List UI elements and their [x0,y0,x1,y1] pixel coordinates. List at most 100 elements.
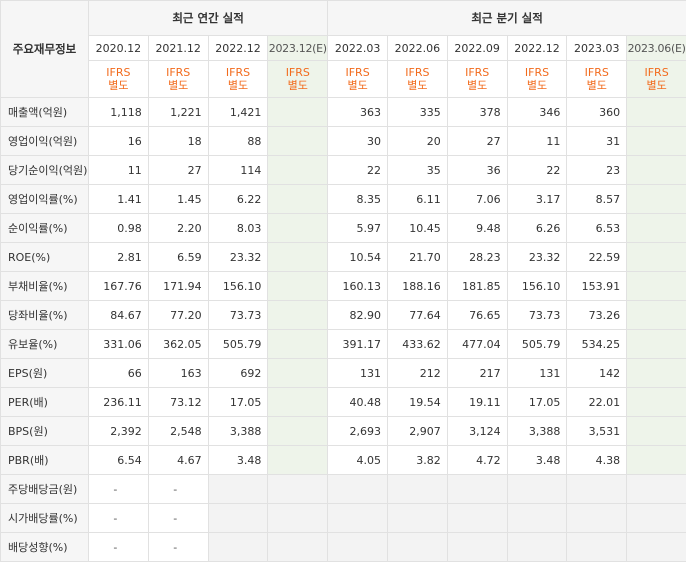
value-cell: 212 [386,358,448,388]
value-cell: 1,221 [147,97,209,127]
value-cell [267,300,329,330]
value-cell: 188.16 [386,271,448,301]
value-cell [267,126,329,156]
standard-label: IFRS [225,66,251,79]
value-cell [626,358,686,388]
accounting-standard-cell: IFRS 별도 [147,60,209,98]
value-cell: 1,118 [88,97,149,127]
row-label: 영업이익률(%) [0,184,89,214]
value-cell: 171.94 [147,271,209,301]
value-cell [626,532,686,562]
table-row: 주당배당금(원) - - [0,474,686,504]
row-label: 순이익률(%) [0,213,89,243]
standard-basis-label: 별도 [168,79,189,92]
value-cell: 8.35 [327,184,388,214]
value-cell: 362.05 [147,329,209,359]
value-cell [446,503,508,533]
value-cell: 534.25 [566,329,628,359]
table-row: 유보율(%) 331.06 362.05 505.79 391.17 433.62 477.… [0,329,686,359]
period-header: 2022.12 [207,35,269,61]
value-cell [267,358,329,388]
value-cell: 6.22 [207,184,269,214]
value-cell: 3,531 [566,416,628,446]
value-cell [267,445,329,475]
value-cell: 11 [88,155,149,185]
value-cell: 2,548 [147,416,209,446]
accounting-standard-cell: IFRS 별도 [446,60,508,98]
value-cell [327,532,388,562]
value-cell [267,503,329,533]
value-cell: 22.01 [566,387,628,417]
row-label: 배당성향(%) [0,532,89,562]
value-cell: 3.48 [207,445,269,475]
value-cell: 181.85 [446,271,508,301]
value-cell: 692 [207,358,269,388]
table-row: 당기순이익(억원) 11 27 114 22 35 36 22 23 [0,155,686,185]
table-row: ROE(%) 2.81 6.59 23.32 10.54 21.70 28.23 23.32 2… [0,242,686,272]
period-header: 2022.03 [327,35,388,61]
table-row: PBR(배) 6.54 4.67 3.48 4.05 3.82 4.72 3.48 4.38 [0,445,686,475]
value-cell: 1,421 [207,97,269,127]
standard-basis-label: 별도 [467,79,488,92]
value-cell [626,97,686,127]
value-cell: 40.48 [327,387,388,417]
value-cell: 1.45 [147,184,209,214]
value-cell [626,474,686,504]
accounting-standard-cell: IFRS 별도 [267,60,329,98]
value-cell: 7.06 [446,184,508,214]
value-cell [626,155,686,185]
financial-rows: 매출액(억원) 1,118 1,221 1,421 363 335 378 346 360 영업이… [0,97,686,562]
accounting-standard-cell: IFRS 별도 [207,60,269,98]
value-cell [267,474,329,504]
table-row: 매출액(억원) 1,118 1,221 1,421 363 335 378 346 360 [0,97,686,127]
standard-basis-label: 별도 [108,79,129,92]
table-row: 부채비율(%) 167.76 171.94 156.10 160.13 188.16 181… [0,271,686,301]
value-cell [566,503,628,533]
value-cell: 19.11 [446,387,508,417]
value-cell: 22 [506,155,568,185]
value-cell [626,126,686,156]
period-header: 2022.06 [386,35,448,61]
standard-label: IFRS [644,66,669,79]
row-label: 유보율(%) [0,329,89,359]
value-cell [386,503,448,533]
value-cell: 6.59 [147,242,209,272]
value-cell [267,213,329,243]
value-cell: 22.59 [566,242,628,272]
accounting-standard-cell: IFRS 별도 [386,60,448,98]
value-cell [506,474,568,504]
value-cell: 20 [386,126,448,156]
period-header: 2021.12 [147,35,209,61]
standard-label: IFRS [584,66,609,79]
table-row: 배당성향(%) - - [0,532,686,562]
value-cell: 4.72 [446,445,508,475]
value-cell: - [147,503,209,533]
value-cell [626,445,686,475]
table-row: BPS(원) 2,392 2,548 3,388 2,693 2,907 3,124 3,38… [0,416,686,446]
value-cell: 4.67 [147,445,209,475]
value-cell: 27 [446,126,508,156]
value-cell: - [88,474,149,504]
value-cell: 114 [207,155,269,185]
value-cell [566,474,628,504]
value-cell: 3,388 [207,416,269,446]
value-cell: 19.54 [386,387,448,417]
value-cell: 505.79 [506,329,568,359]
value-cell: 31 [566,126,628,156]
table-row: 영업이익률(%) 1.41 1.45 6.22 8.35 6.11 7.06 3.17 8.57 [0,184,686,214]
value-cell: 23 [566,155,628,185]
value-cell [267,184,329,214]
value-cell [506,532,568,562]
standard-label: IFRS [106,66,131,79]
value-cell: 73.73 [207,300,269,330]
value-cell [267,97,329,127]
value-cell [386,532,448,562]
value-cell: 6.54 [88,445,149,475]
accounting-standard-cell: IFRS 별도 [327,60,388,98]
value-cell: 360 [566,97,628,127]
value-cell: 23.32 [207,242,269,272]
value-cell: 363 [327,97,388,127]
value-cell [207,503,269,533]
table-row: PER(배) 236.11 73.12 17.05 40.48 19.54 19.11 17.… [0,387,686,417]
standard-basis-label: 별도 [586,79,607,92]
